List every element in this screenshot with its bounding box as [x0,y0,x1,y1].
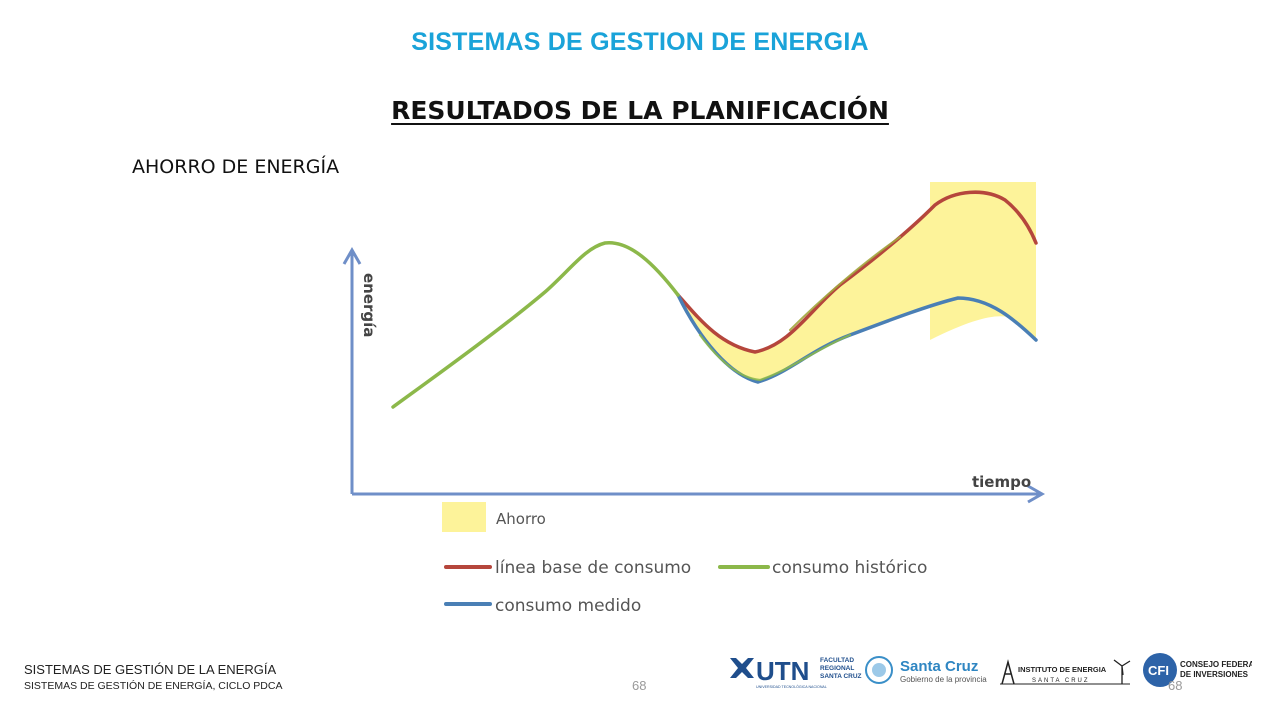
historical-overlay-baseline [789,236,901,331]
santa-cruz-seal-icon [865,656,893,684]
cfi-line-1: CONSEJO FEDERAL [1180,660,1252,669]
slide-title: RESULTADOS DE LA PLANIFICACIÓN [391,96,889,125]
energy-savings-diagram: energía tiempo Ahorro línea base de cons… [342,182,1046,616]
cfi-line-2: DE INVERSIONES [1180,670,1249,679]
utn-emblem-icon [730,658,754,678]
y-axis-arrow [342,246,362,265]
wind-turbine-icon [1113,659,1131,684]
x-axis-label: tiempo [972,473,1031,491]
legend-swatch-savings [442,502,486,532]
instituto-sub-text: SANTA CRUZ [1032,678,1090,684]
utn-faculty-line-2: REGIONAL [820,665,854,672]
santa-cruz-seal-inner [872,663,886,677]
legend-label-savings: Ahorro [496,510,546,528]
utn-faculty-line-3: SANTA CRUZ [820,673,862,680]
historical-overlay-measured [698,333,852,382]
cfi-mark-text: CFI [1148,663,1169,678]
x-axis-arrow [1027,484,1046,504]
utn-logo: UTN FACULTAD REGIONAL SANTA CRUZ UNIVERS… [730,656,862,689]
top-title: SISTEMAS DE GESTION DE ENERGIA [411,28,869,56]
utn-main-text: UTN [756,656,809,686]
section-label: AHORRO DE ENERGÍA [132,156,340,178]
santa-cruz-main-text: Santa Cruz [900,658,978,675]
utn-faculty-line-1: FACULTAD [820,657,854,664]
utn-university-text: UNIVERSIDAD TECNOLÓGICA NACIONAL [756,684,827,689]
legend-label-baseline: línea base de consumo [495,558,691,578]
legend-label-historical: consumo histórico [772,558,927,578]
cfi-mark-icon [1143,653,1177,687]
cfi-logo: CFI CONSEJO FEDERAL DE INVERSIONES [1143,653,1252,687]
y-axis-label: energía [360,273,378,337]
historical-line [391,241,680,409]
sponsor-logos: UTN FACULTAD REGIONAL SANTA CRUZ UNIVERS… [730,653,1252,689]
instituto-energia-logo: INSTITUTO DE ENERGIA SANTA CRUZ [1000,659,1131,685]
footer-title: SISTEMAS DE GESTIÓN DE LA ENERGÍA [24,662,277,677]
baseline-line [676,190,1038,354]
instituto-main-text: INSTITUTO DE ENERGIA [1018,665,1107,674]
oil-derrick-icon [1001,659,1015,685]
santa-cruz-logo: Santa Cruz Gobierno de la provincia [865,656,987,684]
santa-cruz-sub-text: Gobierno de la provincia [900,675,987,684]
footer-subtitle: SISTEMAS DE GESTIÓN DE ENERGÍA, CICLO PD… [24,680,283,692]
page-number-right: 68 [1168,678,1183,693]
savings-area-fill [678,192,1036,382]
page-number: 68 [632,678,647,693]
legend-label-measured: consumo medido [495,596,641,616]
